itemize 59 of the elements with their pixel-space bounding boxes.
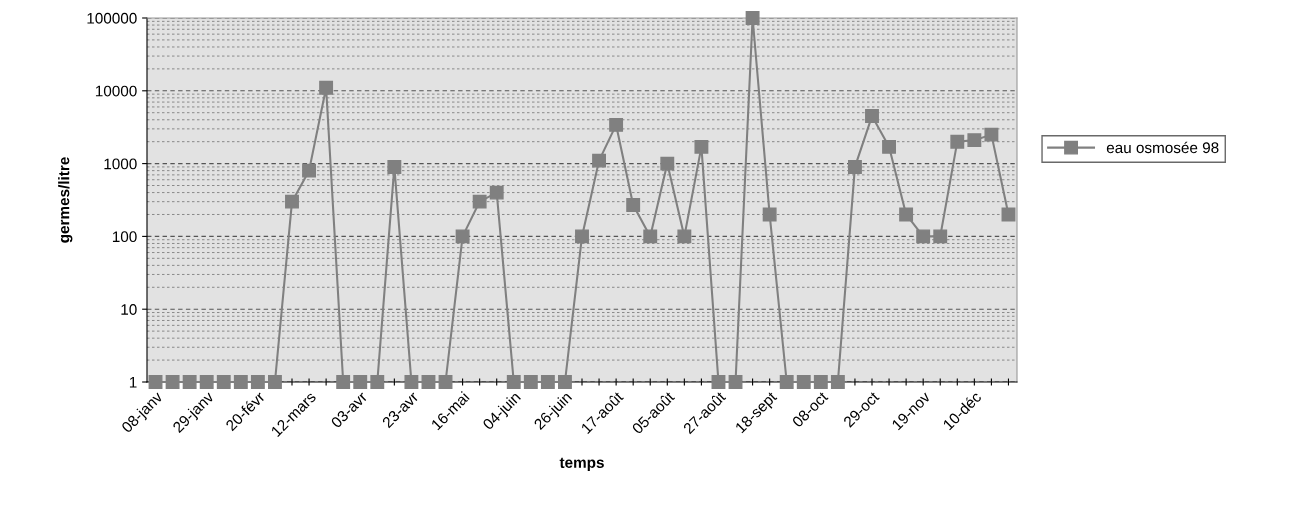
point <box>336 375 351 389</box>
point <box>302 163 317 178</box>
point <box>506 375 521 389</box>
point <box>762 207 777 222</box>
point <box>711 375 726 389</box>
point <box>660 156 675 171</box>
point <box>933 229 948 244</box>
point <box>267 375 282 389</box>
point <box>728 375 743 389</box>
point <box>557 375 572 389</box>
y-tick-label: 100000 <box>87 12 137 24</box>
point <box>677 229 692 244</box>
point <box>609 117 624 132</box>
y-tick-label: 1 <box>129 377 137 388</box>
point <box>353 375 368 389</box>
point <box>404 375 419 389</box>
point <box>489 185 504 200</box>
point <box>950 134 965 149</box>
point <box>882 139 897 154</box>
point <box>984 127 999 142</box>
point <box>575 229 589 244</box>
y-tick-label: 10 <box>121 304 137 315</box>
point <box>813 375 828 389</box>
point <box>387 159 402 174</box>
point <box>779 375 794 389</box>
point <box>745 11 760 25</box>
point <box>847 159 862 174</box>
point <box>199 375 214 389</box>
point <box>899 207 914 222</box>
point <box>796 375 811 389</box>
point <box>182 375 197 389</box>
point <box>643 229 658 244</box>
point <box>165 375 180 389</box>
point <box>455 229 470 244</box>
point <box>916 229 931 244</box>
point <box>438 375 453 389</box>
point <box>370 375 385 389</box>
point <box>148 375 163 389</box>
point <box>694 139 709 154</box>
x-axis-title: temps <box>559 457 604 471</box>
point <box>319 80 334 95</box>
point <box>830 375 845 389</box>
point <box>865 109 879 123</box>
point <box>233 375 248 389</box>
y-tick-label: 10000 <box>95 85 137 97</box>
point <box>523 375 538 389</box>
point <box>626 198 641 212</box>
y-axis-title: germes/litre <box>58 157 73 243</box>
legend-label: eau osmosée 98 <box>1106 141 1219 154</box>
point <box>216 375 231 389</box>
point <box>285 194 299 209</box>
point <box>592 153 607 168</box>
point <box>540 375 555 389</box>
point <box>250 375 265 389</box>
y-tick-label: 1000 <box>104 158 137 170</box>
point <box>421 375 436 389</box>
y-tick-label: 100 <box>112 231 137 243</box>
point <box>967 133 982 148</box>
point <box>472 194 487 209</box>
